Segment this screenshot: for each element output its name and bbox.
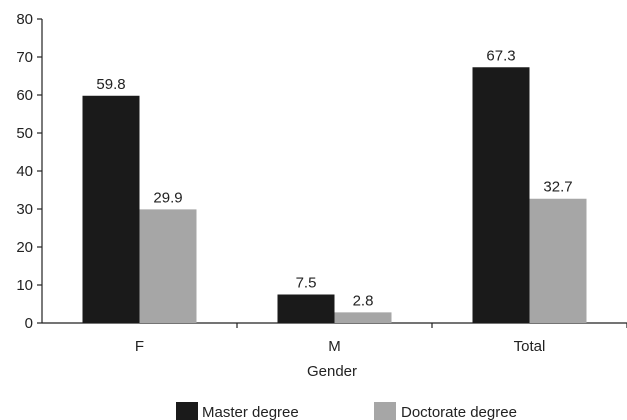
data-label: 2.8 <box>353 292 374 309</box>
x-tick-label: F <box>135 338 144 355</box>
bar-master-degree-m <box>277 294 335 323</box>
bar-doctorate-degree-m <box>334 312 392 323</box>
y-tick-label: 10 <box>16 277 33 294</box>
y-tick-label: 40 <box>16 163 33 180</box>
x-axis-title: Gender <box>307 363 357 380</box>
legend-label: Master degree <box>202 404 299 420</box>
y-tick-label: 50 <box>16 125 33 142</box>
bar-doctorate-degree-total <box>529 198 587 323</box>
y-tick-label: 70 <box>16 49 33 66</box>
legend-swatch <box>374 402 396 420</box>
y-tick-label: 0 <box>25 315 33 332</box>
bar-doctorate-degree-f <box>139 209 197 323</box>
y-ticks: 0 10 20 30 40 50 60 70 80 <box>16 11 42 332</box>
data-labels: 59.8 29.9 7.5 2.8 67.3 32.7 <box>96 47 572 309</box>
legend-swatch <box>176 402 198 420</box>
data-label: 7.5 <box>296 275 317 292</box>
x-tick-label: M <box>328 338 341 355</box>
data-label: 32.7 <box>543 179 572 196</box>
y-tick-label: 20 <box>16 239 33 256</box>
bar-master-degree-total <box>472 67 530 323</box>
y-tick-label: 30 <box>16 201 33 218</box>
legend-label: Doctorate degree <box>401 404 517 420</box>
data-label: 67.3 <box>486 47 515 64</box>
x-tick-label: Total <box>514 338 546 355</box>
data-label: 29.9 <box>153 189 182 206</box>
x-ticks: F M Total <box>135 323 627 355</box>
bar-master-degree-f <box>82 95 140 323</box>
data-label: 59.8 <box>96 76 125 93</box>
y-tick-label: 80 <box>16 11 33 28</box>
y-tick-label: 60 <box>16 87 33 104</box>
bars <box>82 67 587 323</box>
legend: Master degree Doctorate degree <box>176 402 517 420</box>
